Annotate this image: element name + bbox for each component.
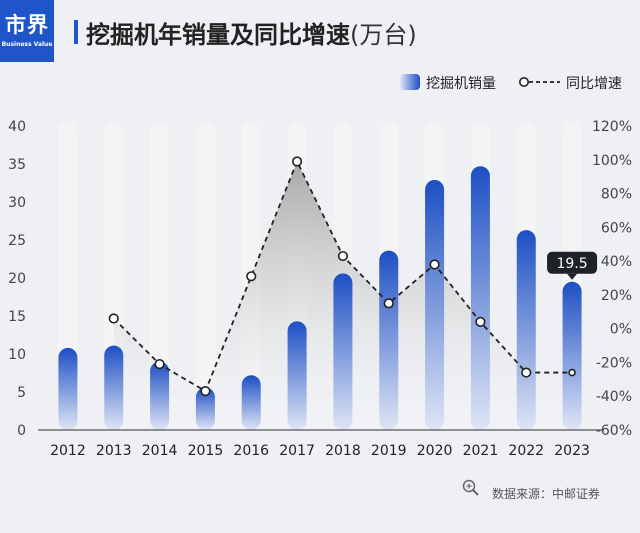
growth-point-2019 [383, 298, 394, 309]
y-right-tick: 40% [601, 254, 632, 270]
y-left-tick: 15 [8, 309, 26, 325]
logo: 市界 Business Value [0, 0, 54, 62]
y-right-tick: -20% [596, 355, 632, 371]
bar-2022 [516, 230, 536, 430]
data-label-bubble [547, 251, 598, 274]
growth-point-2016 [246, 271, 257, 282]
zoom-icon [462, 479, 479, 496]
y-right-tick: 80% [601, 187, 632, 203]
y-right-tick: -40% [596, 389, 632, 405]
growth-point-2014 [154, 359, 165, 370]
legend-line-label: 同比增速 [566, 76, 622, 92]
y-right-tick: -60% [596, 423, 632, 439]
x-tick-2014: 2014 [142, 443, 178, 459]
data-label-pointer [567, 273, 578, 280]
x-tick-2023: 2023 [554, 443, 590, 459]
title-accent-bar [74, 20, 78, 44]
logo-subtext: Business Value [1, 41, 53, 48]
x-tick-2015: 2015 [188, 443, 224, 459]
x-tick-2021: 2021 [463, 443, 499, 459]
chart-title-unit: (万台) [350, 21, 417, 49]
growth-point-2022 [521, 367, 532, 378]
growth-point-2015 [200, 386, 211, 397]
source-text: 数据来源：中邮证券 [492, 487, 601, 501]
y-left-tick: 30 [8, 195, 26, 211]
x-tick-2013: 2013 [96, 443, 132, 459]
x-tick-2020: 2020 [417, 443, 453, 459]
bar-track-2014 [150, 122, 170, 430]
source-note: 数据来源：中邮证券 [462, 479, 601, 502]
y-left-tick: 35 [8, 157, 26, 173]
y-left-tick: 10 [8, 347, 26, 363]
chart-title: 挖掘机年销量及同比增速(万台) [86, 15, 417, 50]
chart-title-text: 挖掘机年销量及同比增速 [86, 21, 350, 49]
y-right-tick: 0% [610, 322, 632, 338]
growth-point-2023 [568, 368, 576, 377]
x-tick-2019: 2019 [371, 443, 407, 459]
y-left-tick: 25 [8, 233, 26, 249]
data-label-2023: 19.5 [547, 251, 598, 280]
legend-bar-label: 挖掘机销量 [426, 76, 496, 92]
bar-2015 [195, 387, 215, 430]
growth-point-2018 [337, 250, 349, 262]
bar-2013 [104, 345, 124, 430]
y-left-tick: 5 [17, 385, 26, 401]
growth-point-2017 [291, 156, 303, 167]
logo-text: 市界 [5, 13, 49, 37]
x-tick-2018: 2018 [325, 443, 361, 459]
y-right-tick: 100% [592, 153, 632, 169]
header: 市界 Business Value 挖掘机年销量及同比增速(万台) [0, 0, 640, 62]
bar-2016 [241, 375, 261, 430]
x-tick-2016: 2016 [233, 443, 269, 459]
y-left-tick: 0 [17, 423, 26, 439]
growth-point-2013 [108, 313, 119, 324]
bar-2021 [470, 166, 490, 430]
y-left-tick: 20 [8, 271, 26, 287]
bar-2023 [562, 281, 582, 430]
bar-2012 [58, 347, 78, 430]
bar-2019 [379, 250, 399, 430]
bar-2014 [150, 361, 170, 430]
y-left-tick: 40 [8, 119, 26, 135]
growth-point-2021 [475, 316, 486, 328]
bar-track-2015 [195, 122, 215, 430]
bar-2018 [333, 273, 353, 430]
x-tick-2012: 2012 [50, 443, 86, 459]
x-tick-2022: 2022 [508, 443, 544, 459]
legend-bar-swatch [400, 74, 420, 90]
y-right-tick: 20% [601, 288, 632, 304]
x-tick-2017: 2017 [279, 443, 315, 459]
growth-point-2020 [429, 259, 440, 270]
data-label-text: 19.5 [556, 256, 587, 272]
legend-line-marker [518, 77, 529, 88]
bar-2020 [425, 179, 445, 430]
bar-2017 [287, 321, 307, 430]
y-right-tick: 120% [592, 119, 632, 135]
y-right-tick: 60% [601, 220, 632, 236]
